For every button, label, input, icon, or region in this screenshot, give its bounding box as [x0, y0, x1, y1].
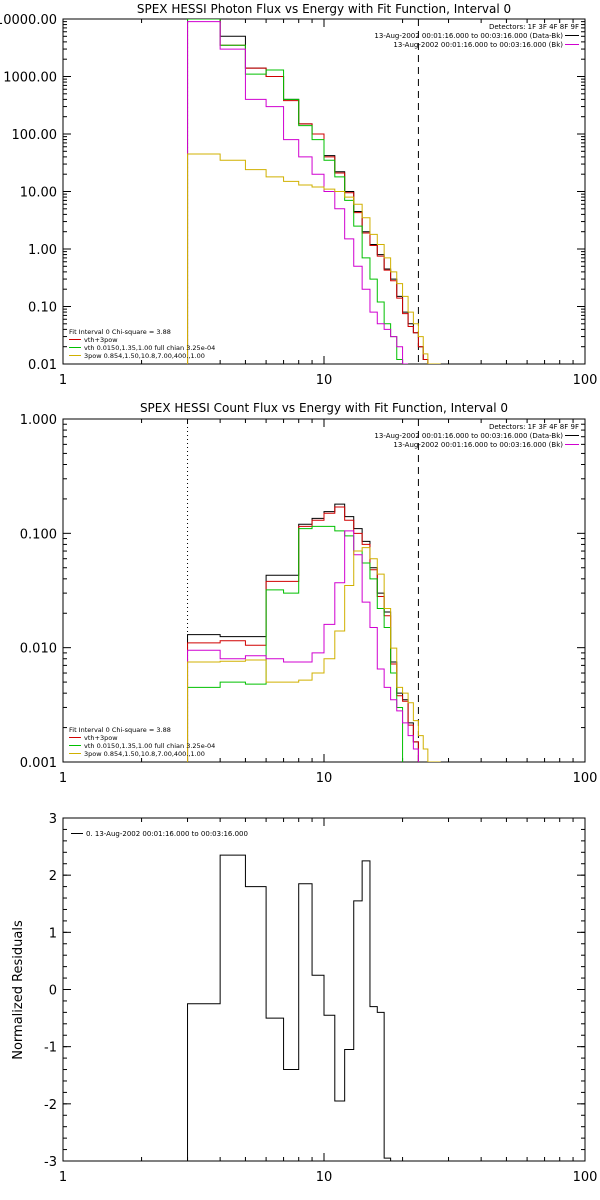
- x-tick-label: 1: [59, 1170, 67, 1185]
- legend-text: Fit Interval 0 Chi-square = 3.88: [69, 726, 171, 734]
- series-line: [187, 547, 441, 762]
- legend-text: vth+3pow: [84, 734, 118, 742]
- plot-frame: [62, 418, 586, 763]
- series-line: [187, 153, 441, 364]
- y-tick-label: 10000.00: [0, 13, 57, 28]
- y-tick-label: 1.00: [28, 243, 57, 258]
- y-tick-label: 0: [49, 984, 57, 999]
- legend-text: vth 0.0150,1.35,1.00 full chian 3.25e-04: [84, 742, 215, 750]
- y-tick-label: 0.01: [28, 358, 57, 373]
- legend-text: 0. 13-Aug-2002 00:01:16.000 to 00:03:16.…: [86, 830, 248, 838]
- legend-text: 13-Aug-2002 00:01:16.000 to 00:03:16.000…: [374, 432, 563, 440]
- x-tick-label: 1: [59, 373, 67, 388]
- legend-text: Detectors: 1F 3F 4F 8F 9F: [489, 423, 579, 431]
- y-tick-label: 10.00: [20, 186, 57, 201]
- y-tick-label: 0.100: [20, 527, 57, 542]
- legend-text: vth+3pow: [84, 336, 118, 344]
- series-line: [187, 506, 419, 762]
- legend-text: 13-Aug-2002 00:01:16.000 to 00:03:16.000…: [393, 441, 563, 449]
- series-line: [187, 19, 429, 364]
- y-tick-label: 1: [49, 926, 57, 941]
- y-axis-label: Normalized Residuals: [11, 920, 26, 1060]
- y-tick-label: 0.001: [20, 756, 57, 771]
- y-tick-label: 0.10: [28, 301, 57, 316]
- legend-text: 13-Aug-2002 00:01:16.000 to 00:03:16.000…: [393, 41, 563, 49]
- x-tick-label: 10: [316, 1170, 333, 1185]
- photon-flux-panel: SPEX HESSI Photon Flux vs Energy with Fi…: [0, 2, 597, 388]
- series-line: [187, 530, 419, 762]
- x-tick-label: 10: [316, 771, 333, 786]
- y-tick-label: 1000.00: [3, 71, 57, 86]
- residuals-panel: Normalized Residuals 1 10 100 -3 -2 -1 0 1 2 3 0. …: [11, 812, 597, 1185]
- y-tick-label: -1: [44, 1041, 57, 1056]
- y-tick-label: 0.010: [20, 642, 57, 657]
- legend-text: vth 0.0150,1.35,1.00 full chian 3.25e-04: [84, 344, 215, 352]
- panel-title: SPEX HESSI Count Flux vs Energy with Fit…: [140, 401, 508, 415]
- y-tick-label: -3: [44, 1155, 57, 1170]
- x-tick-label: 100: [573, 771, 598, 786]
- series-line: [187, 854, 392, 1161]
- x-tick-label: 1: [59, 771, 67, 786]
- y-tick-label: -2: [44, 1098, 57, 1113]
- series-line: [187, 21, 409, 364]
- y-tick-label: 2: [49, 869, 57, 884]
- legend-text: 3pow 0.854,1.50,10.8,7.00,400.,1.00: [84, 352, 205, 360]
- series-line: [187, 19, 409, 364]
- x-tick-label: 100: [573, 1170, 598, 1185]
- legend-text: 13-Aug-2002 00:01:16.000 to 00:03:16.000…: [374, 32, 563, 40]
- x-tick-label: 100: [573, 373, 598, 388]
- x-tick-label: 10: [316, 373, 333, 388]
- legend-text: Detectors: 1F 3F 4F 8F 9F: [489, 23, 579, 31]
- legend-text: Fit Interval 0 Chi-square = 3.88: [69, 328, 171, 336]
- y-tick-label: 3: [49, 812, 57, 827]
- y-tick-label: 100.00: [12, 128, 58, 143]
- y-tick-label: 1.000: [20, 413, 57, 428]
- legend-text: 3pow 0.854,1.50,10.8,7.00,400.,1.00: [84, 750, 205, 758]
- series-line: [187, 19, 429, 364]
- count-flux-panel: SPEX HESSI Count Flux vs Energy with Fit…: [20, 401, 598, 786]
- series-line: [187, 503, 419, 762]
- panel-title: SPEX HESSI Photon Flux vs Energy with Fi…: [137, 2, 511, 16]
